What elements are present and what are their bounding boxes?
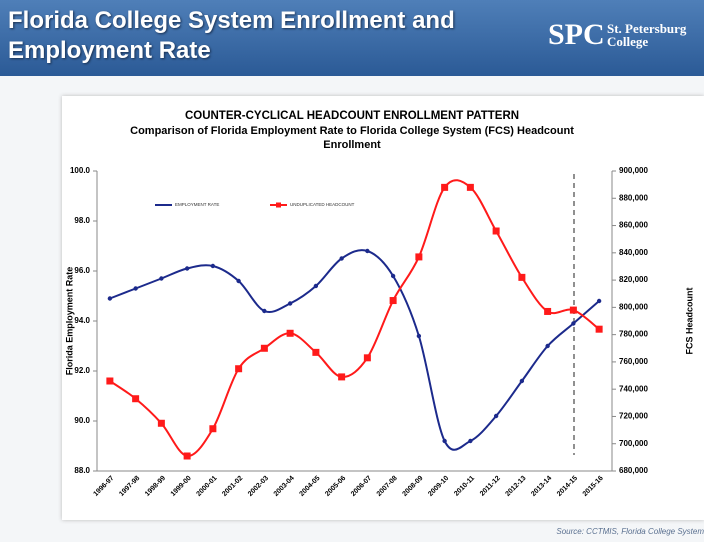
banner	[0, 0, 704, 76]
data-point	[210, 263, 216, 269]
x-tick-label: 2010-11	[453, 475, 476, 498]
x-tick-label: 2005-06	[324, 475, 347, 498]
chart-subtitle: Comparison of Florida Employment Rate to…	[130, 125, 574, 151]
data-point	[596, 298, 602, 304]
x-tick-label: 2003-04	[273, 475, 296, 498]
logo-name: St. Petersburg College	[607, 21, 687, 49]
data-point	[184, 266, 190, 271]
data-point	[313, 283, 319, 289]
data-point	[107, 296, 113, 301]
data-point	[312, 348, 320, 356]
data-point	[262, 308, 267, 314]
data-point	[468, 438, 473, 444]
data-point	[363, 354, 371, 362]
y2-tick-label: 680,000	[619, 466, 648, 475]
legend-label: EMPLOYMENT RATE	[175, 202, 219, 207]
x-tick-label: 1997-98	[118, 475, 141, 498]
data-point	[159, 276, 164, 281]
y2-tick-label: 900,000	[619, 166, 648, 175]
data-point	[339, 256, 344, 261]
data-point	[415, 253, 423, 261]
x-tick-label: 1999-00	[170, 475, 193, 498]
data-point	[157, 419, 165, 427]
data-point	[492, 227, 500, 235]
data-point	[106, 377, 114, 385]
data-point	[569, 306, 577, 314]
y-tick-label: 98.0	[74, 216, 90, 225]
data-point	[235, 365, 243, 373]
y-tick-label: 94.0	[74, 316, 90, 325]
x-tick-label: 2006-07	[350, 475, 373, 498]
y2-tick-label: 720,000	[619, 412, 648, 421]
x-tick-label: 2009-10	[427, 475, 450, 498]
data-point	[209, 425, 217, 433]
y2-tick-label: 820,000	[619, 275, 648, 284]
y2-tick-label: 880,000	[619, 193, 648, 202]
source-note: Source: CCTMIS, Florida College System	[556, 527, 704, 536]
data-point	[416, 333, 422, 339]
data-point	[260, 344, 268, 352]
data-point	[519, 378, 525, 384]
x-tick-label: 2015-16	[582, 475, 605, 498]
data-point	[236, 278, 241, 284]
data-point	[544, 307, 552, 315]
y-tick-label: 96.0	[74, 266, 90, 275]
series-line	[109, 179, 600, 457]
logo-mark: SPC	[548, 18, 605, 51]
slide-title: Florida College System Enrollment and Em…	[8, 7, 455, 64]
data-point	[389, 297, 397, 305]
y-tick-label: 100.0	[70, 166, 91, 175]
y-tick-label: 90.0	[74, 416, 90, 425]
y-tick-label: 88.0	[74, 466, 90, 475]
x-tick-label: 2002-03	[247, 475, 270, 498]
y2-tick-label: 780,000	[619, 330, 648, 339]
x-tick-label: 2007-08	[376, 475, 399, 498]
legend-label: UNDUPLICATED HEADCOUNT	[290, 202, 355, 207]
y2-tick-label: 840,000	[619, 248, 648, 257]
series-line	[109, 249, 600, 451]
data-point	[442, 438, 447, 444]
y2-tick-label: 860,000	[619, 221, 648, 230]
x-tick-label: 2011-12	[479, 475, 502, 498]
data-point	[286, 329, 294, 337]
data-point	[132, 395, 140, 403]
chart-title: COUNTER-CYCLICAL HEADCOUNT ENROLLMENT PA…	[184, 110, 520, 122]
y2-tick-label: 800,000	[619, 302, 648, 311]
chart-card	[62, 96, 704, 520]
x-tick-label: 1996-97	[92, 475, 115, 498]
x-tick-label: 2001-02	[221, 475, 244, 498]
x-tick-label: 2004-05	[298, 475, 321, 498]
data-point	[466, 183, 474, 191]
data-point	[545, 343, 550, 349]
data-point	[338, 373, 346, 381]
data-point	[595, 325, 603, 333]
data-point	[365, 248, 370, 254]
data-point	[493, 413, 499, 419]
y2-axis-label: FCS Headcount	[684, 287, 694, 354]
data-point	[287, 301, 293, 306]
data-point	[571, 321, 576, 326]
data-point	[183, 452, 191, 460]
y2-tick-label: 700,000	[619, 439, 648, 448]
data-point	[518, 273, 526, 281]
data-point	[390, 273, 396, 279]
legend-marker	[276, 202, 281, 208]
x-tick-label: 2012-13	[504, 475, 527, 498]
x-tick-label: 2013-14	[530, 475, 553, 498]
data-point	[441, 183, 449, 191]
y-tick-label: 92.0	[74, 366, 90, 375]
x-tick-label: 2000-01	[195, 475, 218, 498]
x-tick-label: 2008-09	[401, 475, 424, 498]
y2-tick-label: 760,000	[619, 357, 648, 366]
y-axis-label: Florida Employment Rate	[64, 267, 74, 376]
y2-tick-label: 740,000	[619, 384, 648, 393]
x-tick-label: 1998-99	[144, 475, 167, 498]
x-tick-label: 2014-15	[556, 475, 579, 498]
data-point	[133, 286, 138, 291]
